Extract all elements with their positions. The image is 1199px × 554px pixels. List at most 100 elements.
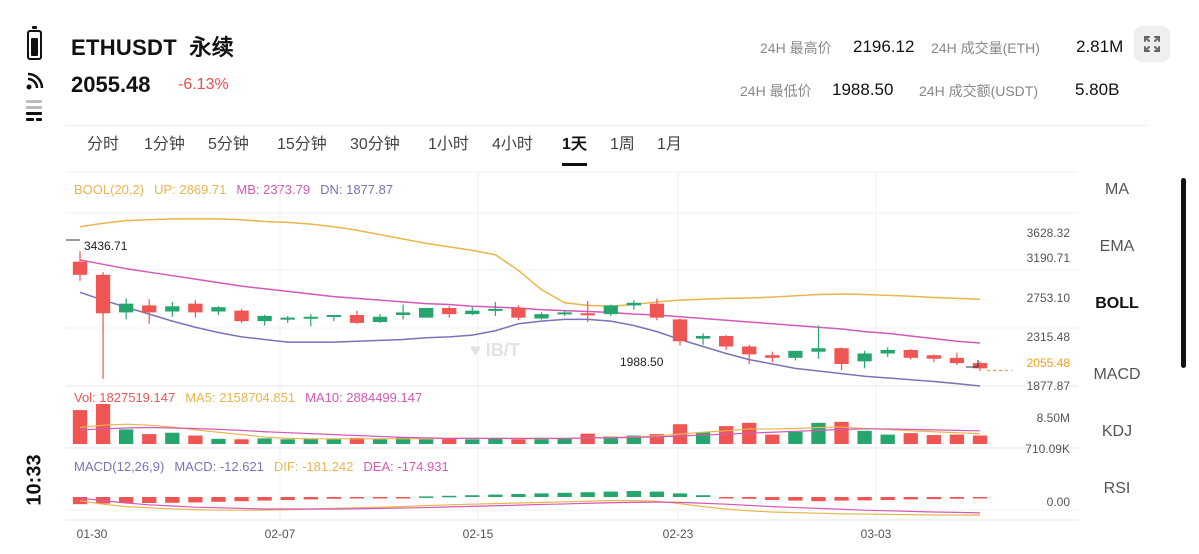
macd-bar bbox=[372, 497, 388, 499]
candle-body bbox=[926, 355, 941, 359]
candle-body bbox=[142, 305, 157, 313]
candle-body bbox=[465, 310, 480, 315]
tab-1d[interactable]: 1天 bbox=[562, 128, 587, 166]
macd-bar bbox=[972, 497, 988, 499]
macd-bar bbox=[857, 497, 872, 501]
macd-bar bbox=[326, 497, 341, 499]
vol-legend-vol: Vol: 1827519.147 bbox=[74, 390, 176, 405]
macd-bar bbox=[165, 497, 180, 503]
volume-bar bbox=[511, 439, 526, 444]
tab-1h[interactable]: 1小时 bbox=[428, 136, 469, 153]
boll-mb-line bbox=[79, 259, 981, 344]
indicator-rsi[interactable]: RSI bbox=[1103, 480, 1131, 497]
macd-bar bbox=[742, 497, 757, 499]
tab-15m[interactable]: 15分钟 bbox=[277, 136, 327, 153]
macd-bar bbox=[188, 497, 203, 503]
macd-bar bbox=[672, 493, 688, 497]
boll-up-line bbox=[79, 218, 981, 308]
volume-bar bbox=[972, 435, 988, 444]
volume-bar bbox=[695, 432, 711, 444]
high-value: 2196.12 bbox=[853, 37, 915, 56]
volume-bar bbox=[788, 431, 803, 444]
macd-bar bbox=[949, 497, 965, 499]
candle-body bbox=[303, 316, 318, 319]
date-axis-label: 02-15 bbox=[463, 527, 494, 541]
candle-body bbox=[857, 353, 872, 362]
volume-bar bbox=[603, 436, 618, 444]
macd-bar bbox=[926, 497, 941, 500]
boll-legend-mb: MB: 2373.79 bbox=[236, 182, 311, 197]
macd-bar bbox=[419, 496, 434, 498]
candle-body bbox=[488, 308, 503, 311]
price-axis-label: 2315.48 bbox=[1027, 330, 1071, 344]
candle-body bbox=[119, 303, 134, 313]
low-value: 1988.50 bbox=[832, 80, 894, 99]
tab-1mo[interactable]: 1月 bbox=[657, 136, 682, 153]
price-axis-label: 2055.48 bbox=[1027, 356, 1071, 370]
macd-legend: MACD(12,26,9) MACD: -12.621 DIF: -181.242 D… bbox=[74, 459, 459, 474]
indicator-ma[interactable]: MA bbox=[1105, 181, 1129, 198]
candle-body bbox=[626, 302, 641, 306]
scrollbar-thumb[interactable] bbox=[1181, 178, 1186, 368]
boll-dn-line bbox=[79, 291, 981, 387]
fullscreen-button[interactable] bbox=[1134, 26, 1170, 62]
macd-bar bbox=[811, 497, 826, 502]
indicator-ema[interactable]: EMA bbox=[1099, 238, 1135, 255]
macd-bar bbox=[280, 497, 295, 500]
candle-body bbox=[765, 355, 780, 358]
price-axis-label: 2753.10 bbox=[1027, 291, 1071, 305]
macd-bar bbox=[603, 491, 618, 497]
candle-body bbox=[188, 303, 203, 313]
macd-bar bbox=[142, 497, 157, 503]
date-axis-label: 03-03 bbox=[861, 527, 892, 541]
macd-bar bbox=[695, 495, 711, 497]
tab-1m[interactable]: 1分钟 bbox=[144, 136, 185, 153]
vol-legend: Vol: 1827519.147 MA5: 2158704.851 MA10: 28… bbox=[74, 390, 432, 405]
candle-body bbox=[349, 315, 365, 323]
tab-fenshi[interactable]: 分时 bbox=[87, 136, 120, 153]
signal-icon bbox=[26, 100, 42, 121]
price-axis-label: 3190.71 bbox=[1027, 251, 1071, 265]
volume-bar bbox=[857, 430, 872, 444]
candle-body bbox=[811, 348, 826, 352]
dif-line bbox=[79, 500, 980, 516]
min-price-annotation: 1988.50 bbox=[620, 355, 664, 369]
candle-body bbox=[280, 317, 295, 320]
candle-body bbox=[211, 307, 226, 312]
expand-icon bbox=[1144, 36, 1160, 52]
macd-bar bbox=[557, 492, 572, 497]
indicator-macd[interactable]: MACD bbox=[1093, 366, 1141, 383]
volume-bar bbox=[834, 421, 849, 444]
volume-bar bbox=[349, 437, 365, 444]
macd-bar bbox=[211, 497, 226, 502]
max-price-annotation: 3436.71 bbox=[84, 239, 128, 253]
price-axis-label: 3628.32 bbox=[1027, 226, 1071, 240]
macd-bar bbox=[765, 497, 780, 500]
turnover-value: 5.80B bbox=[1075, 80, 1120, 99]
indicator-kdj[interactable]: KDJ bbox=[1101, 423, 1133, 440]
candle-body bbox=[972, 363, 988, 369]
symbol: ETHUSDT bbox=[71, 35, 177, 60]
volume-bar bbox=[926, 435, 941, 444]
candle-body bbox=[672, 319, 688, 342]
min-marker bbox=[966, 360, 979, 368]
candle-body bbox=[511, 308, 526, 318]
candle-body bbox=[326, 315, 341, 318]
candle-body bbox=[72, 261, 88, 275]
volume-bar bbox=[580, 433, 595, 444]
tab-4h[interactable]: 4小时 bbox=[492, 136, 533, 153]
macd-bar bbox=[511, 494, 526, 497]
volume-bar bbox=[280, 439, 295, 444]
volume-bar bbox=[372, 439, 388, 444]
tab-1w[interactable]: 1周 bbox=[610, 136, 635, 153]
macd-bar bbox=[395, 497, 411, 499]
volume-bar bbox=[395, 437, 411, 444]
macd-bar bbox=[257, 497, 272, 501]
battery-icon bbox=[27, 26, 42, 60]
candle-body bbox=[580, 313, 595, 316]
tab-5m[interactable]: 5分钟 bbox=[208, 136, 249, 153]
volume-axis-label: 8.50M bbox=[1037, 411, 1070, 425]
tab-30m[interactable]: 30分钟 bbox=[350, 136, 400, 153]
indicator-boll[interactable]: BOLL bbox=[1095, 295, 1139, 312]
